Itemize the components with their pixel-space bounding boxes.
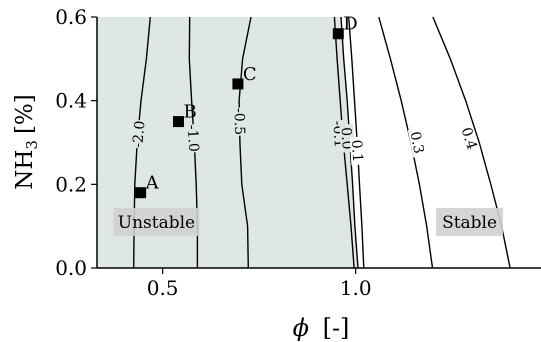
y-tick-label-0.4: 0.4 [55, 89, 87, 113]
y-axis-unit: [%] [12, 94, 38, 134]
contour-label--0.5: -0.5 [231, 108, 247, 135]
contour-label--1.0: -1.0 [184, 124, 202, 152]
unstable-region-fill [97, 17, 358, 268]
x-axis-symbol: ϕ [293, 314, 309, 342]
contour-label-bg [232, 107, 248, 136]
region-label-stable: Stable [442, 213, 497, 233]
contour-line--0.5 [238, 16, 252, 269]
region-label-unstable: Unstable [118, 213, 195, 233]
x-axis-label: ϕ [-] [293, 314, 350, 342]
contour-label-0.1: 0.1 [348, 139, 365, 162]
point-label-b: B [183, 102, 196, 123]
axis-labels: ϕ [-] NH3 [%] [12, 94, 349, 342]
contour-label-bg [458, 122, 481, 154]
y-tick-label-0.6: 0.6 [55, 5, 87, 29]
point-marker-c [232, 78, 244, 90]
contour-label-0.3: 0.3 [406, 130, 426, 155]
y-axis-base: NH [12, 150, 38, 190]
point-marker-d [332, 28, 344, 40]
contour-label-0.4: 0.4 [458, 126, 480, 152]
point-label-a: A [145, 173, 160, 194]
x-axis-unit: [-] [323, 314, 350, 342]
y-axis-subscript: 3 [23, 140, 41, 150]
contour-label-bg [185, 123, 202, 153]
point-marker-a [135, 187, 147, 199]
region-label-bg-stable [436, 207, 504, 236]
contour-label-bg [130, 119, 147, 149]
x-tick-label-0.5: 0.5 [147, 276, 179, 300]
point-marker-b [172, 116, 184, 128]
contour-label-bg [407, 127, 428, 158]
y-axis-label: NH3 [%] [12, 94, 41, 190]
x-tick-label-1.0: 1.0 [340, 276, 372, 300]
contour-label-bg [349, 136, 366, 166]
axes: 0.0 0.2 0.4 0.6 0.5 1.0 [55, 5, 541, 300]
contour-label--2.0: -2.0 [130, 120, 148, 148]
point-label-d: D [343, 14, 357, 35]
y-tick-label-0.0: 0.0 [55, 256, 87, 280]
region-label-bg-unstable [113, 207, 200, 236]
y-tick-label-0.2: 0.2 [55, 172, 87, 196]
point-label-c: C [243, 64, 257, 85]
